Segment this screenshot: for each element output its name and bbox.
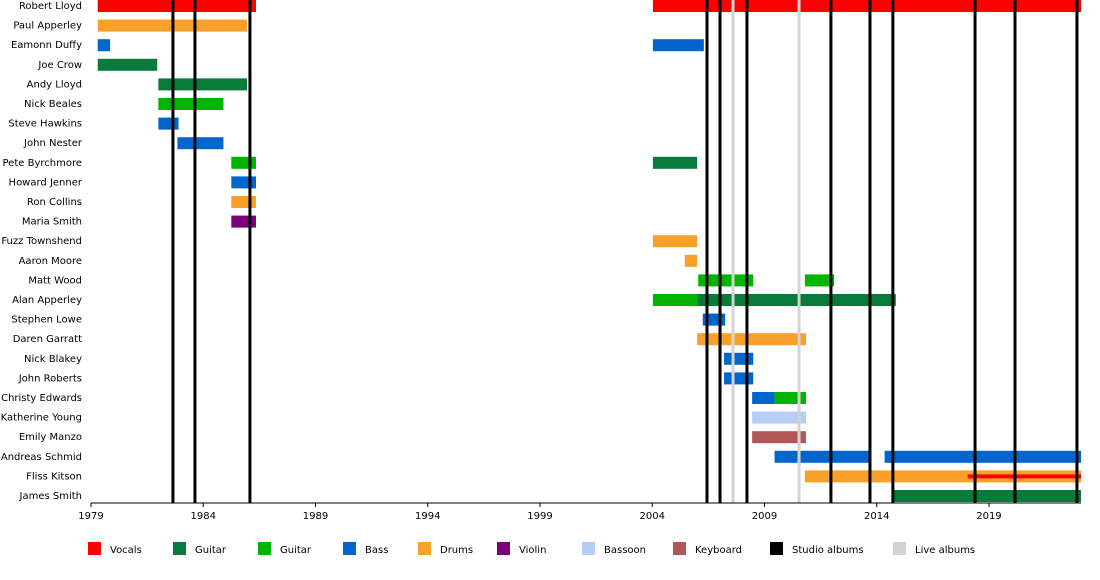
x-tick-label: 2009: [752, 511, 777, 522]
member-label: Andreas Schmid: [1, 452, 82, 463]
legend-label: Bassoon: [604, 545, 646, 556]
member-label: Daren Garratt: [13, 334, 82, 345]
member-bar: [698, 274, 754, 287]
x-tick-label: 1989: [303, 511, 328, 522]
member-label: Fuzz Townshend: [1, 236, 82, 247]
legend-swatch: [673, 542, 686, 555]
member-label: Ron Collins: [27, 197, 82, 208]
legend-label: Studio albums: [792, 545, 864, 556]
member-label: Steve Hawkins: [8, 119, 82, 130]
member-bar: [231, 156, 256, 169]
member-label: Stephen Lowe: [11, 315, 82, 326]
member-bar: [752, 431, 806, 444]
member-bar: [231, 196, 256, 208]
legend-swatch: [343, 542, 356, 555]
member-bar: [652, 0, 1081, 12]
member-label: John Roberts: [18, 373, 82, 384]
x-tick-label: 1999: [527, 511, 552, 522]
legend-swatch: [88, 542, 101, 555]
member-bar: [967, 474, 1081, 479]
member-label: Nick Beales: [24, 99, 82, 110]
member-bar: [652, 156, 698, 169]
member-bar: [652, 294, 698, 306]
member-label: Maria Smith: [22, 217, 82, 228]
member-bar: [684, 254, 698, 267]
member-label: Alan Apperley: [12, 295, 82, 306]
member-label: James Smith: [19, 491, 83, 502]
member-bar: [652, 235, 698, 248]
member-bar: [697, 333, 806, 346]
member-label: Christy Edwards: [1, 393, 82, 404]
x-tick-label: 1979: [78, 511, 103, 522]
member-bar: [752, 392, 775, 404]
member-bar: [697, 294, 896, 306]
legend-label: Live albums: [915, 545, 975, 556]
member-label: Joe Crow: [37, 60, 82, 71]
legend-swatch: [258, 542, 271, 555]
legend-swatch: [418, 542, 431, 555]
legend-label: Violin: [519, 545, 546, 556]
legend-label: Keyboard: [695, 545, 742, 556]
member-bar: [774, 450, 870, 463]
member-label: John Nester: [23, 138, 83, 149]
member-bar: [97, 0, 256, 12]
legend-label: Drums: [440, 545, 473, 556]
x-tick-label: 2004: [639, 511, 664, 522]
member-label: Aaron Moore: [19, 256, 82, 267]
member-bar: [652, 39, 704, 52]
member-bar: [893, 490, 1081, 502]
member-label: Nick Blakey: [24, 354, 82, 365]
legend-label: Guitar: [195, 545, 227, 556]
member-bar: [774, 392, 806, 404]
legend-swatch: [582, 542, 595, 555]
member-label: Emily Manzo: [19, 432, 82, 443]
member-bar: [158, 117, 179, 130]
member-bar: [724, 352, 754, 365]
member-bar: [97, 58, 158, 71]
member-bar: [177, 137, 224, 150]
legend-swatch: [497, 542, 510, 555]
member-label: Paul Apperley: [13, 21, 82, 32]
member-bar: [724, 372, 754, 385]
member-bar: [804, 274, 835, 287]
member-bar: [158, 78, 248, 91]
member-bar: [884, 450, 1081, 463]
member-bar: [752, 411, 806, 424]
member-label: Robert Lloyd: [19, 1, 82, 12]
member-bar: [231, 176, 256, 189]
legend-label: Guitar: [280, 545, 312, 556]
member-bar: [804, 470, 1081, 483]
x-tick-label: 2019: [976, 511, 1001, 522]
member-label: Pete Byrchmore: [3, 158, 83, 169]
member-bar: [97, 39, 111, 52]
x-tick-label: 2014: [864, 511, 889, 522]
member-bar: [231, 215, 256, 228]
member-label: Katherine Young: [1, 413, 82, 424]
legend-swatch: [893, 542, 906, 555]
x-tick-label: 1994: [415, 511, 440, 522]
member-bar: [158, 98, 224, 110]
member-label: Andy Lloyd: [27, 79, 82, 90]
member-label: Howard Jenner: [9, 177, 83, 188]
legend-label: Bass: [365, 545, 388, 556]
legend-label: Vocals: [110, 545, 142, 556]
x-tick-label: 1984: [191, 511, 216, 522]
legend-swatch: [173, 542, 186, 555]
member-label: Matt Wood: [28, 275, 82, 286]
member-label: Eamonn Duffy: [11, 40, 82, 51]
legend-swatch: [770, 542, 783, 555]
member-label: Fliss Kitson: [26, 471, 82, 482]
